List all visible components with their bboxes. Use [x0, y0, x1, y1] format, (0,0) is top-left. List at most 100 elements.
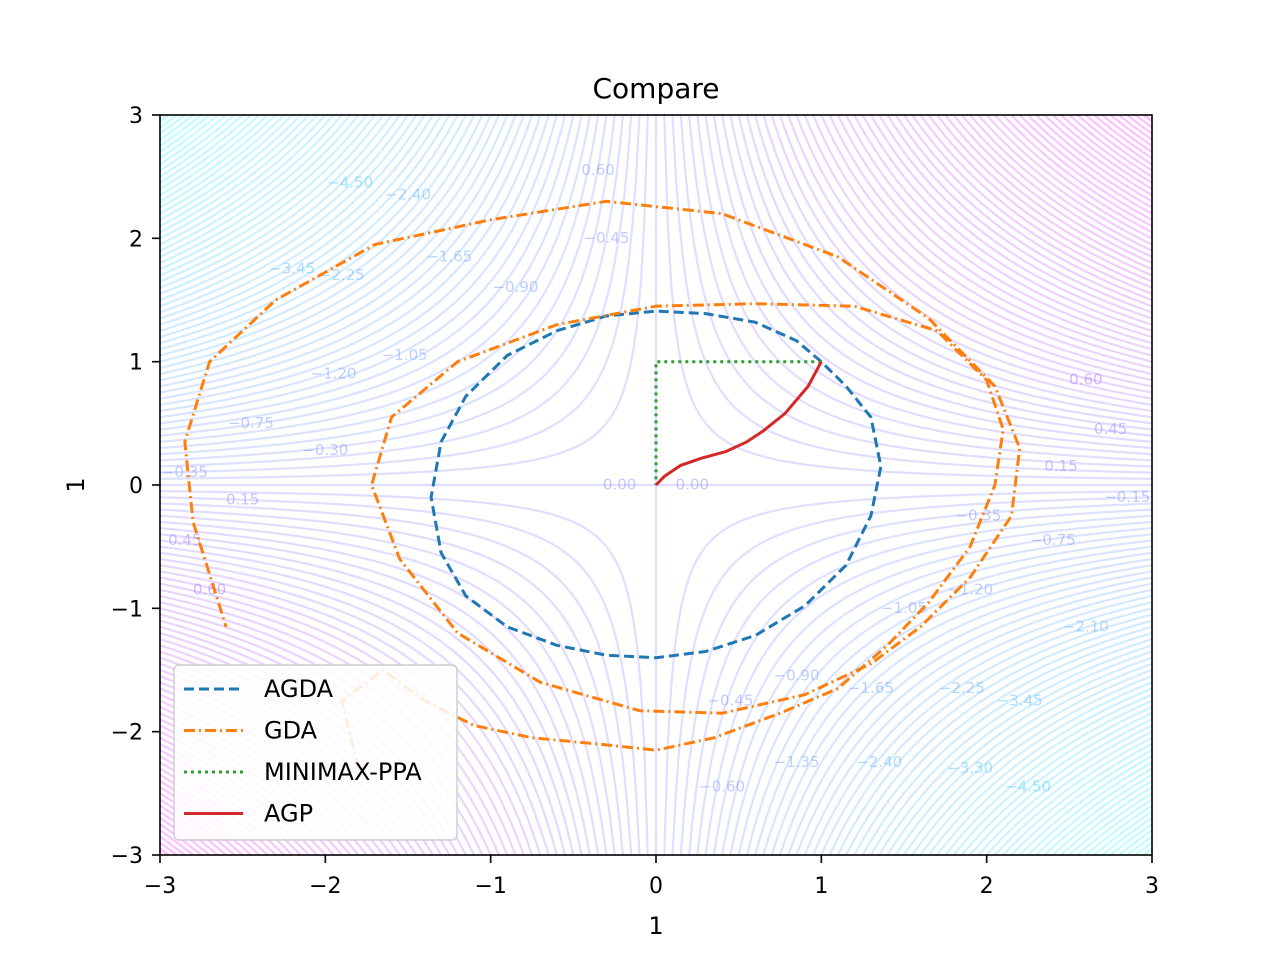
- contour-line-45-1: [778, 576, 1152, 855]
- contour-label-29: −0.60: [699, 778, 745, 796]
- contour-line-118-0: [160, 841, 178, 855]
- contour-line-69-1: [729, 115, 1152, 431]
- contour-line-17-0: [160, 115, 302, 221]
- contour-label-23: −1.05: [881, 599, 927, 617]
- contour-line-38-0: [160, 115, 476, 351]
- contour-line-36-0: [160, 115, 459, 339]
- contour-label-34: −4.50: [1005, 778, 1051, 796]
- contour-line-108-1: [1052, 115, 1152, 190]
- contour-line-81-1: [828, 115, 1152, 357]
- contour-line-9-0: [160, 115, 236, 172]
- contour-line-50-1: [737, 545, 1152, 855]
- contour-line-14-0: [160, 115, 277, 203]
- contour-line-1-1: [1143, 847, 1152, 855]
- legend-label-agp: AGP: [264, 800, 313, 828]
- contour-label-20: −0.35: [955, 506, 1001, 524]
- contour-line-32-1: [886, 656, 1152, 855]
- contour-line-7-0: [160, 115, 219, 160]
- contour-label-3: 0.45: [168, 531, 201, 549]
- contour-line-47-1: [762, 564, 1152, 855]
- contour-line-104-1: [1018, 115, 1152, 215]
- contour-line-16-1: [1018, 755, 1152, 855]
- contour-line-23-1: [961, 712, 1152, 855]
- contour-label-11: −1.65: [426, 247, 472, 265]
- contour-line-97-1: [961, 115, 1152, 258]
- contour-labels: 0.00 0.00 0.15 0.45 0.60 −0.35 −0.75 −0.30 −1.20…: [162, 161, 1150, 796]
- contour-line-57-1: [679, 502, 1152, 855]
- contour-line-57-0: [160, 115, 633, 468]
- y-tick-label-4: 1: [129, 351, 143, 376]
- contour-line-65-0: [160, 514, 616, 855]
- contour-line-84-1: [853, 115, 1152, 339]
- contour-line-59-0: [160, 115, 649, 480]
- contour-line-90-1: [903, 115, 1152, 302]
- contour-label-17: 0.45: [1094, 420, 1127, 438]
- contour-label-24: −2.10: [1063, 617, 1109, 635]
- x-tick-label-6: 3: [1145, 874, 1159, 899]
- contour-line-111-1: [1076, 115, 1152, 172]
- contour-line-48-0: [160, 115, 558, 413]
- contour-line-25-1: [944, 699, 1152, 855]
- contour-line-15-1: [1027, 761, 1152, 855]
- contour-line-110-1: [1068, 115, 1152, 178]
- contour-line-82-1: [836, 115, 1152, 351]
- contour-line-49-0: [160, 115, 567, 419]
- contour-line-63-1: [679, 115, 1152, 468]
- contour-line-3-0: [160, 115, 186, 135]
- contour-line-29-1: [911, 675, 1152, 855]
- contour-label-15: 0.60: [581, 161, 614, 179]
- contour-label-0: 0.00: [603, 476, 636, 494]
- contour-label-2: 0.15: [226, 490, 259, 508]
- contour-label-16: 0.15: [1044, 457, 1077, 475]
- contour-line-15-0: [160, 115, 285, 209]
- contour-line-45-0: [160, 115, 534, 394]
- legend-label-agda: AGDA: [264, 675, 334, 703]
- contour-line-85-1: [861, 115, 1152, 332]
- contour-line-42-1: [803, 594, 1152, 855]
- contour-line-55-1: [696, 514, 1152, 855]
- contour-line-69-0: [160, 539, 583, 855]
- contour-line-58-0: [160, 115, 641, 474]
- contour-line-54-1: [704, 520, 1152, 855]
- contour-label-30: −1.35: [774, 753, 820, 771]
- contour-line-56-0: [160, 115, 624, 462]
- contour-line-33-1: [878, 650, 1152, 855]
- contour-line-18-0: [160, 115, 310, 227]
- contour-line-96-1: [952, 115, 1152, 265]
- contour-line-47-0: [160, 115, 550, 406]
- contour-line-33-0: [160, 115, 434, 320]
- contour-line-28-1: [919, 681, 1152, 855]
- contour-label-9: −1.05: [382, 346, 428, 364]
- y-tick-label-1: −2: [111, 721, 143, 746]
- chart-title: Compare: [592, 72, 719, 105]
- contour-line-95-1: [944, 115, 1152, 271]
- contour-line-64-1: [688, 115, 1152, 462]
- contour-line-51-1: [729, 539, 1152, 855]
- contour-line-10-1: [1068, 792, 1152, 855]
- contour-label-12: −2.40: [385, 186, 431, 204]
- y-tick-label-3: 0: [129, 474, 143, 499]
- contour-line-16-0: [160, 115, 294, 215]
- contour-line-88-1: [886, 115, 1152, 314]
- contour-line-1-0: [160, 115, 169, 123]
- contour-line-58-1: [671, 496, 1152, 855]
- contour-line-71-1: [745, 115, 1152, 419]
- series-layer: [183, 199, 1022, 770]
- contour-label-36: −3.45: [269, 260, 315, 278]
- x-tick-label-0: −3: [144, 874, 176, 899]
- x-tick-label-1: −2: [309, 874, 341, 899]
- contour-line-22-1: [969, 718, 1152, 855]
- series-agda-line: [429, 309, 883, 660]
- x-tick-label-2: −1: [474, 874, 506, 899]
- contour-line-24-1: [952, 705, 1152, 855]
- contour-line-53-1: [712, 527, 1152, 855]
- contour-line-76-0: [160, 582, 525, 855]
- contour-line-70-0: [160, 545, 575, 855]
- contour-line-10-0: [160, 115, 244, 178]
- contour-line-112-1: [1085, 115, 1152, 166]
- contour-label-18: 0.60: [1069, 371, 1102, 389]
- contour-line-2-1: [1134, 841, 1152, 855]
- contour-line-119-1: [1143, 115, 1152, 123]
- contour-line-39-0: [160, 115, 484, 357]
- series-agp-line: [654, 360, 823, 487]
